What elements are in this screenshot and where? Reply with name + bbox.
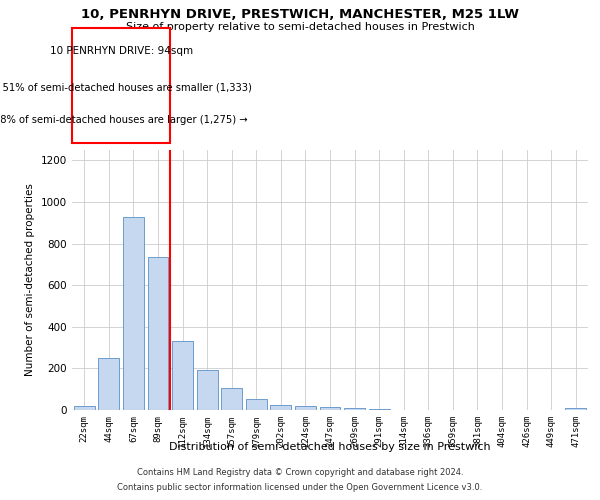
Text: 10, PENRHYN DRIVE, PRESTWICH, MANCHESTER, M25 1LW: 10, PENRHYN DRIVE, PRESTWICH, MANCHESTER… [81,8,519,20]
Bar [197,370,218,410]
Bar [172,342,193,410]
Text: 10 PENRHYN DRIVE: 94sqm: 10 PENRHYN DRIVE: 94sqm [50,46,193,56]
Bar [271,405,292,410]
Text: Contains HM Land Registry data © Crown copyright and database right 2024.: Contains HM Land Registry data © Crown c… [137,468,463,477]
Text: 48% of semi-detached houses are larger (1,275) →: 48% of semi-detached houses are larger (… [0,114,248,124]
Text: Contains public sector information licensed under the Open Government Licence v3: Contains public sector information licen… [118,483,482,492]
Bar [368,409,389,410]
Bar [344,408,365,410]
Text: ← 51% of semi-detached houses are smaller (1,333): ← 51% of semi-detached houses are smalle… [0,82,251,92]
Text: Size of property relative to semi-detached houses in Prestwich: Size of property relative to semi-detach… [125,22,475,32]
Text: Distribution of semi-detached houses by size in Prestwich: Distribution of semi-detached houses by … [169,442,491,452]
Bar [565,408,586,410]
Bar [295,406,316,410]
Y-axis label: Number of semi-detached properties: Number of semi-detached properties [25,184,35,376]
Bar [98,358,119,410]
Bar [246,398,267,410]
Bar [74,406,95,410]
Bar [148,257,169,410]
Bar [320,408,340,410]
Bar [221,388,242,410]
Bar [123,216,144,410]
